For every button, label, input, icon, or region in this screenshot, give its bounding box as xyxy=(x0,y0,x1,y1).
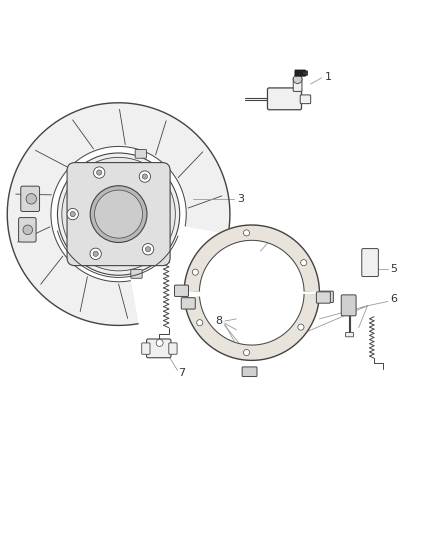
Circle shape xyxy=(142,174,148,179)
Text: 8: 8 xyxy=(215,316,223,326)
FancyBboxPatch shape xyxy=(242,367,257,376)
FancyBboxPatch shape xyxy=(174,285,188,296)
Circle shape xyxy=(298,324,304,330)
FancyBboxPatch shape xyxy=(293,77,302,92)
Polygon shape xyxy=(184,225,319,291)
Circle shape xyxy=(192,269,198,275)
Circle shape xyxy=(156,340,163,346)
Circle shape xyxy=(145,247,151,252)
Text: 1: 1 xyxy=(325,71,332,82)
FancyBboxPatch shape xyxy=(142,343,150,354)
Circle shape xyxy=(139,171,151,182)
Circle shape xyxy=(70,212,75,217)
Circle shape xyxy=(95,190,143,238)
FancyBboxPatch shape xyxy=(169,343,177,354)
FancyBboxPatch shape xyxy=(319,291,333,303)
Polygon shape xyxy=(184,295,319,360)
Circle shape xyxy=(23,225,32,235)
Circle shape xyxy=(67,208,78,220)
Circle shape xyxy=(94,167,105,178)
FancyBboxPatch shape xyxy=(147,339,171,358)
Circle shape xyxy=(93,251,98,256)
FancyBboxPatch shape xyxy=(341,295,356,316)
Circle shape xyxy=(90,248,101,260)
Circle shape xyxy=(197,320,203,326)
Text: 2: 2 xyxy=(272,98,279,108)
Circle shape xyxy=(300,260,307,266)
FancyBboxPatch shape xyxy=(21,186,39,212)
FancyBboxPatch shape xyxy=(302,71,307,75)
FancyBboxPatch shape xyxy=(181,298,195,309)
Circle shape xyxy=(142,244,154,255)
Circle shape xyxy=(244,350,250,356)
Text: 6: 6 xyxy=(390,294,397,304)
Circle shape xyxy=(90,185,147,243)
FancyBboxPatch shape xyxy=(300,95,311,103)
Text: 7: 7 xyxy=(178,368,185,378)
Text: 5: 5 xyxy=(390,264,397,273)
FancyBboxPatch shape xyxy=(362,248,378,277)
FancyBboxPatch shape xyxy=(268,88,301,110)
FancyBboxPatch shape xyxy=(67,163,170,265)
Polygon shape xyxy=(7,103,230,326)
Circle shape xyxy=(97,170,102,175)
FancyBboxPatch shape xyxy=(18,217,36,242)
Circle shape xyxy=(244,230,250,236)
FancyBboxPatch shape xyxy=(295,70,305,76)
Circle shape xyxy=(293,75,302,84)
Text: 4: 4 xyxy=(266,233,273,243)
FancyBboxPatch shape xyxy=(131,270,142,278)
Circle shape xyxy=(62,157,175,271)
Circle shape xyxy=(57,153,180,275)
Circle shape xyxy=(26,193,36,204)
Text: 3: 3 xyxy=(237,194,244,204)
FancyBboxPatch shape xyxy=(135,149,147,158)
FancyBboxPatch shape xyxy=(346,333,353,337)
FancyBboxPatch shape xyxy=(316,292,330,303)
